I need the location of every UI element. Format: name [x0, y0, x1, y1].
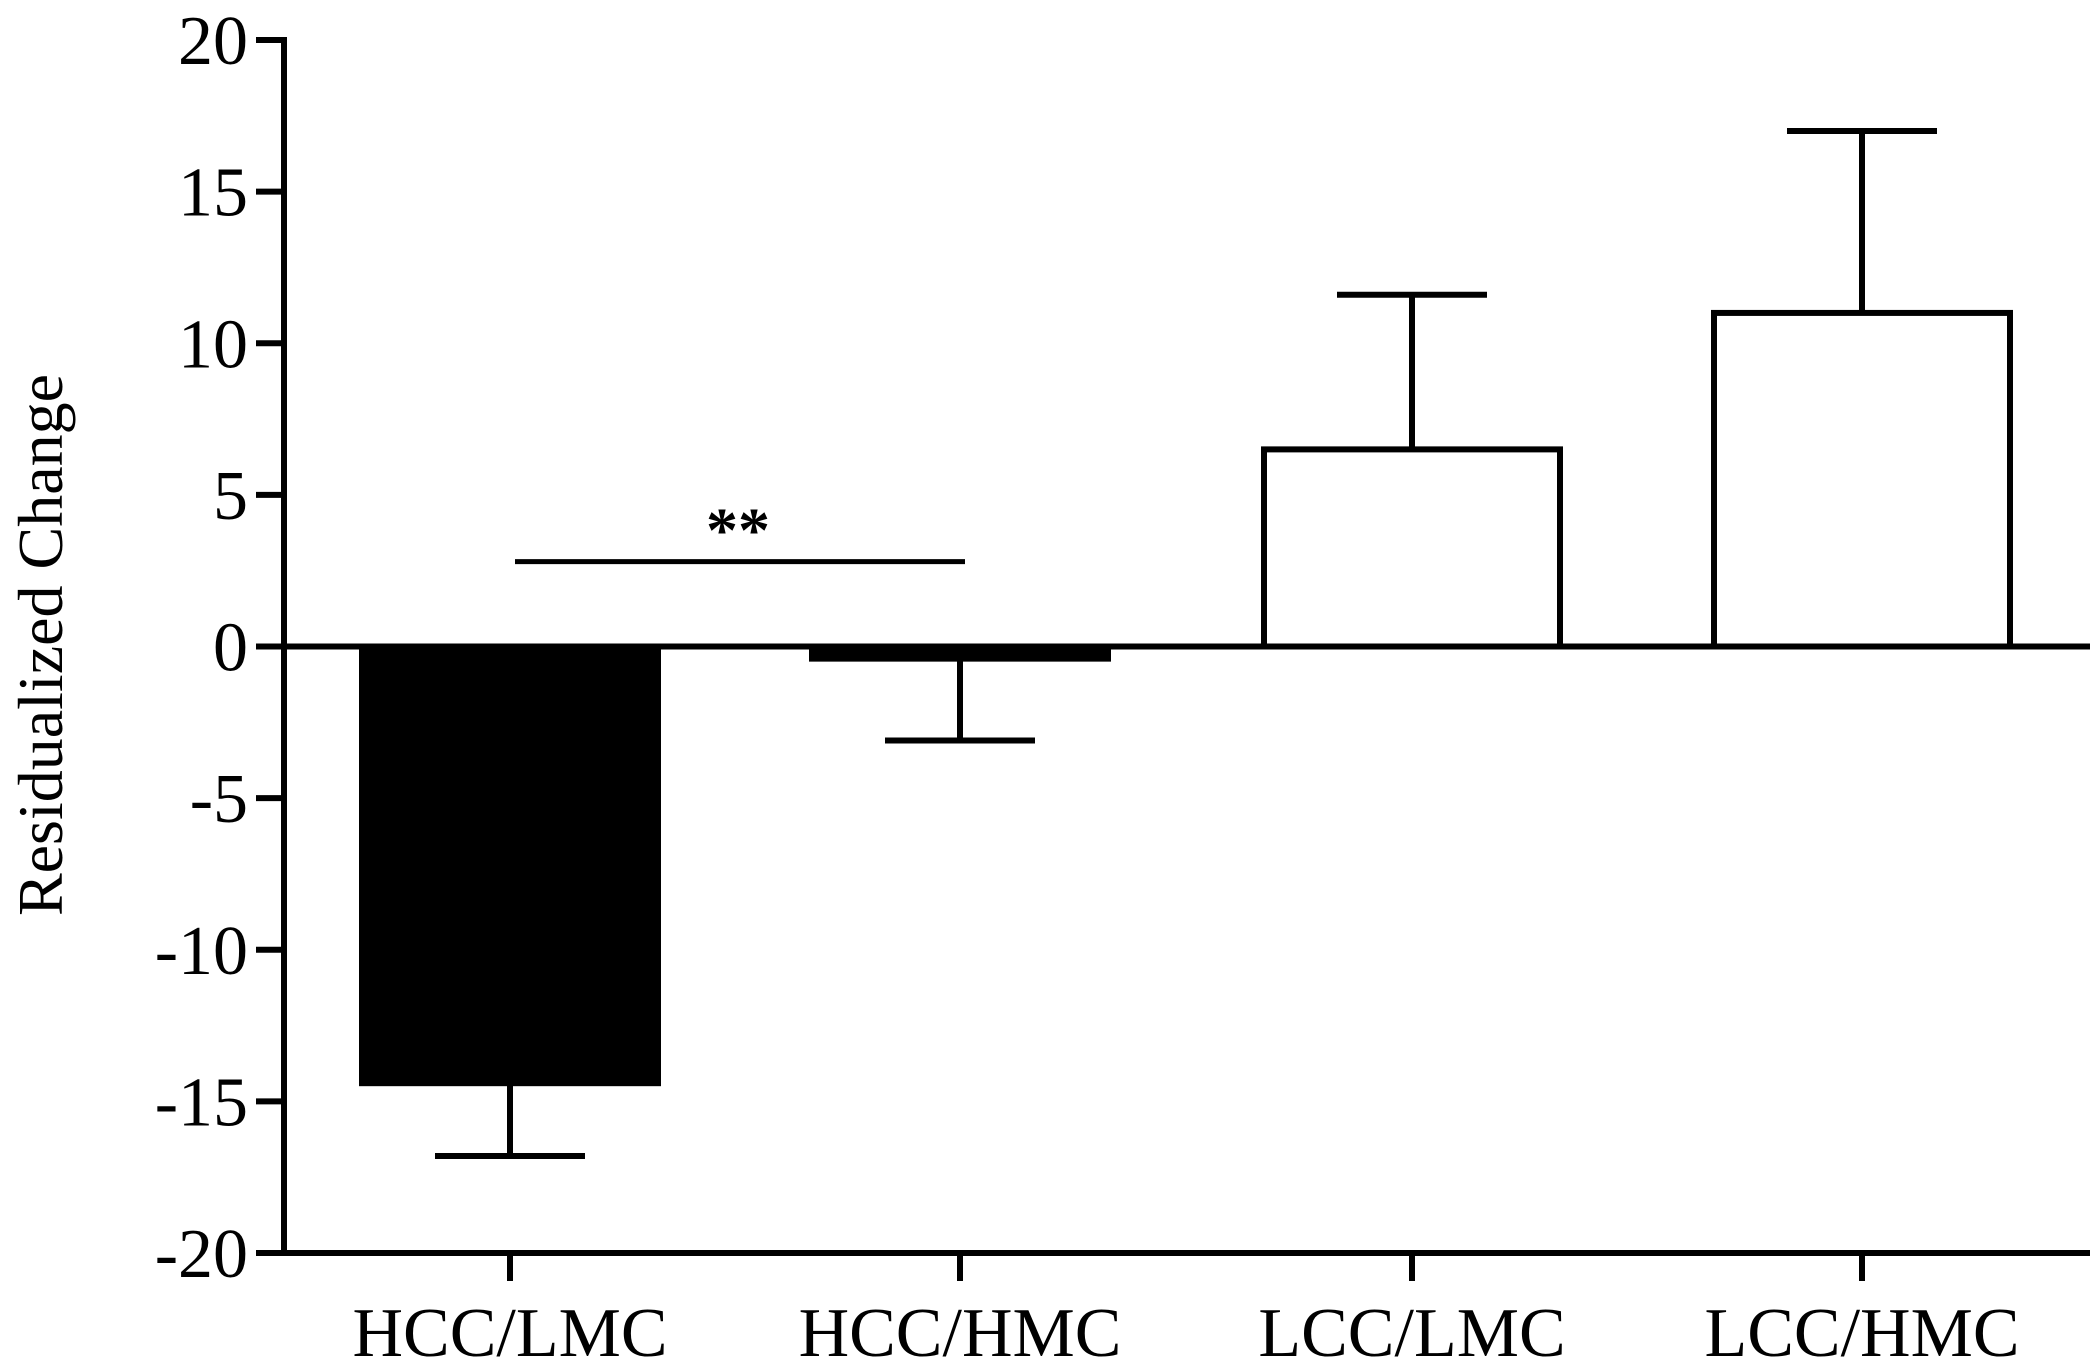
- significance-marker: **: [706, 495, 770, 566]
- x-tick-label: LCC/LMC: [1258, 1295, 1565, 1362]
- y-tick-label: -15: [155, 1064, 248, 1141]
- plot-area: 20 15 10 5 0 -5 -10 -15 -20 HCC/LMC HCC/HMC LCC/LMC…: [155, 3, 2090, 1362]
- bar: [1261, 446, 1563, 650]
- x-tick-label: HCC/LMC: [352, 1295, 667, 1362]
- y-tick-label: 15: [178, 155, 248, 232]
- y-tick-label: -10: [155, 913, 248, 990]
- y-tick-label: 20: [178, 3, 248, 80]
- y-tick-label: 5: [213, 458, 248, 535]
- x-tick-label: HCC/HMC: [799, 1295, 1122, 1362]
- bar: [1711, 309, 2013, 650]
- bar: [359, 643, 661, 1087]
- y-axis-label: Residualized Change: [5, 374, 76, 916]
- y-tick-label: -20: [155, 1216, 248, 1293]
- y-tick-label: 10: [178, 306, 248, 383]
- x-tick-label: LCC/HMC: [1704, 1295, 2019, 1362]
- y-tick-label: -5: [190, 761, 248, 838]
- y-tick-label: 0: [213, 610, 248, 687]
